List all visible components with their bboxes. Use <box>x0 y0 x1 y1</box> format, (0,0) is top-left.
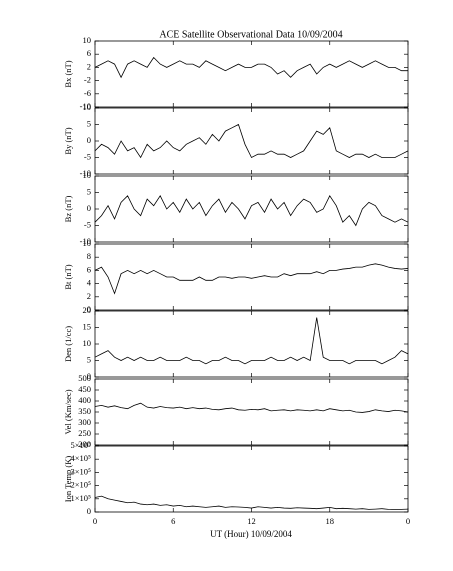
panel-frame <box>94 175 409 243</box>
y-tick-label: 300 <box>78 417 91 427</box>
data-line <box>94 194 409 227</box>
y-tick-label: 5 <box>87 186 91 196</box>
y-tick-label: -10 <box>80 168 91 178</box>
y-tick-label: 5 <box>87 354 91 364</box>
y-tick-label: 1×10⁵ <box>70 493 91 503</box>
y-tick-label: 0 <box>87 506 91 516</box>
y-tick-label: 8 <box>87 251 91 261</box>
y-tick-label: 0 <box>87 304 91 314</box>
y-tick-label: -10 <box>80 236 91 246</box>
y-tick-label: 2 <box>87 61 91 71</box>
panel-frame <box>94 243 409 311</box>
y-tick-label: 5 <box>87 118 91 128</box>
data-line <box>94 263 409 295</box>
y-axis-label: Den (1/cc) <box>63 326 73 362</box>
y-axis-label: By (nT) <box>63 127 73 154</box>
y-tick-label: 5×10⁵ <box>70 440 91 450</box>
y-tick-label: 500 <box>78 373 91 383</box>
data-line <box>94 56 408 79</box>
panel-frame <box>94 40 409 108</box>
y-tick-label: 350 <box>78 406 91 416</box>
data-line <box>94 317 409 365</box>
x-tick-label: 0 <box>93 516 97 526</box>
y-axis-label: Bz (nT) <box>63 195 73 222</box>
y-tick-label: 250 <box>78 428 91 438</box>
x-tick-label: 18 <box>326 516 335 526</box>
x-axis-label: UT (Hour) 10/09/2004 <box>210 529 292 539</box>
y-tick-label: 4×10⁵ <box>70 453 91 463</box>
y-axis-label: Ion Temp (K) <box>63 456 73 503</box>
y-tick-label: 3×10⁵ <box>70 466 91 476</box>
y-axis-label: Bx (nT) <box>63 60 73 87</box>
y-tick-label: -10 <box>80 101 91 111</box>
y-tick-label: 20 <box>83 305 92 315</box>
y-tick-label: 450 <box>78 384 91 394</box>
y-tick-label: 10 <box>83 338 92 348</box>
y-tick-label: 0 <box>87 371 91 381</box>
y-tick-label: 2 <box>87 291 91 301</box>
data-line <box>94 495 409 511</box>
panel-frame <box>94 445 409 513</box>
x-tick-label: 12 <box>247 516 256 526</box>
y-tick-label: 10 <box>83 238 92 248</box>
y-tick-label: 10 <box>83 102 92 112</box>
panel-frame <box>94 310 409 378</box>
y-tick-label: 6 <box>87 264 91 274</box>
y-tick-label: 200 <box>78 439 91 449</box>
y-axis-label: Bt (nT) <box>63 264 73 289</box>
x-tick-label: 6 <box>171 516 175 526</box>
y-tick-label: 15 <box>83 321 92 331</box>
data-line <box>94 402 409 413</box>
y-tick-label: -5 <box>84 219 91 229</box>
y-tick-label: -6 <box>84 88 91 98</box>
chart-title: ACE Satellite Observational Data 10/09/2… <box>159 29 342 40</box>
y-tick-label: 2×10⁵ <box>70 480 91 490</box>
y-tick-label: 10 <box>83 170 92 180</box>
y-tick-label: -2 <box>84 75 91 85</box>
y-tick-label: 4 <box>87 278 92 288</box>
y-tick-label: 0 <box>87 203 91 213</box>
y-axis-label: Vel (Km/sec) <box>63 389 73 434</box>
data-line <box>94 123 409 159</box>
panel-frame <box>94 107 409 175</box>
y-tick-label: 400 <box>78 395 91 405</box>
y-tick-label: 0 <box>87 135 91 145</box>
x-tick-label: 0 <box>406 516 410 526</box>
y-tick-label: -5 <box>84 151 91 161</box>
y-tick-label: 10 <box>83 35 92 45</box>
y-tick-label: 6 <box>87 48 91 58</box>
